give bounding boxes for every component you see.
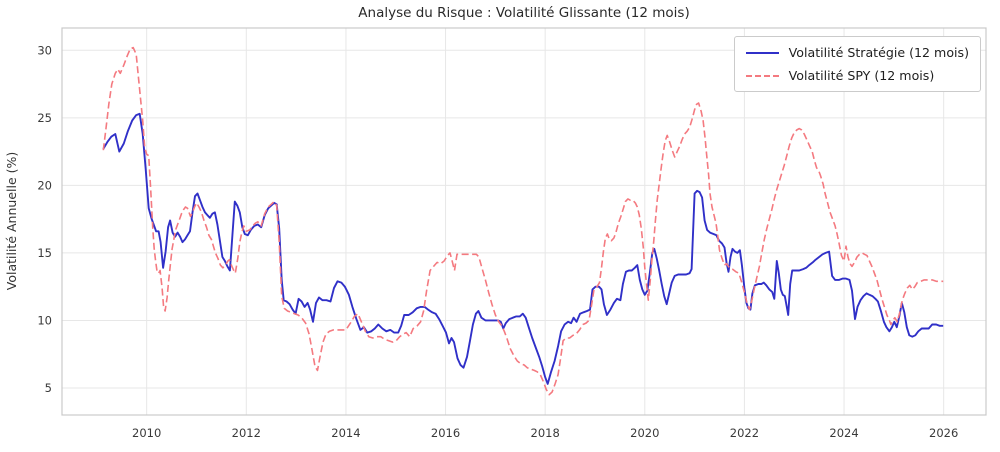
y-tick-label: 30 [37, 43, 52, 57]
legend-item-strategy: Volatilité Stratégie (12 mois) [745, 45, 969, 60]
x-tick-label: 2010 [132, 426, 161, 440]
chart-title: Analyse du Risque : Volatilité Glissante… [358, 5, 690, 21]
strategy-line-sample-icon [745, 51, 779, 54]
strategy-line [102, 112, 944, 385]
legend-item-spy: Volatilité SPY (12 mois) [745, 68, 969, 83]
legend-label: Volatilité SPY (12 mois) [788, 68, 935, 83]
spy-line [102, 46, 944, 396]
x-tick-label: 2014 [331, 426, 360, 440]
legend-label: Volatilité Stratégie (12 mois) [788, 45, 969, 60]
y-tick-label: 10 [37, 313, 52, 327]
legend: Volatilité Stratégie (12 mois) Volatilité… [733, 36, 981, 92]
x-tick-label: 2020 [630, 426, 659, 440]
x-tick-label: 2016 [431, 426, 460, 440]
plot-border [61, 27, 987, 416]
x-tick-label: 2024 [829, 426, 858, 440]
x-tick-label: 2012 [232, 426, 261, 440]
x-tick-label: 2026 [929, 426, 958, 440]
y-tick-label: 25 [37, 111, 52, 125]
y-tick-label: 5 [45, 381, 52, 395]
spy-line-sample-icon [745, 74, 779, 77]
y-tick-label: 15 [37, 246, 52, 260]
y-tick-label: 20 [37, 178, 52, 192]
x-tick-label: 2022 [730, 426, 759, 440]
x-tick-label: 2018 [531, 426, 560, 440]
y-axis-title: Volatilité Annuelle (%) [4, 152, 19, 291]
